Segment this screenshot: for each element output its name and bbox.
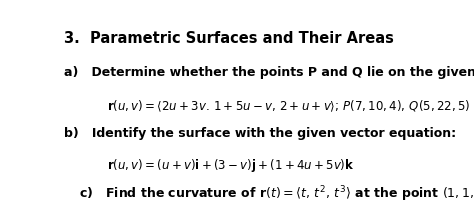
Text: a)   Determine whether the points P and Q lie on the given surface:: a) Determine whether the points P and Q … bbox=[64, 66, 474, 79]
Text: 3.  Parametric Surfaces and Their Areas: 3. Parametric Surfaces and Their Areas bbox=[64, 31, 393, 46]
Text: b)   Identify the surface with the given vector equation:: b) Identify the surface with the given v… bbox=[64, 127, 456, 140]
Text: $\mathbf{r}(u, v) = (u + v)\mathbf{i} + (3 - v)\mathbf{j} + (1 + 4u + 5v)\mathbf: $\mathbf{r}(u, v) = (u + v)\mathbf{i} + … bbox=[107, 157, 355, 174]
Text: $\mathbf{r}(u, v) = \langle 2u + 3v.\, 1 + 5u - v,\, 2 + u + v \rangle;\, P(7,10: $\mathbf{r}(u, v) = \langle 2u + 3v.\, 1… bbox=[107, 99, 470, 114]
Text: c)   Find the curvature of $\mathbf{r}(t) = \langle t,\, t^2,\, t^3 \rangle$ at : c) Find the curvature of $\mathbf{r}(t) … bbox=[80, 184, 474, 203]
